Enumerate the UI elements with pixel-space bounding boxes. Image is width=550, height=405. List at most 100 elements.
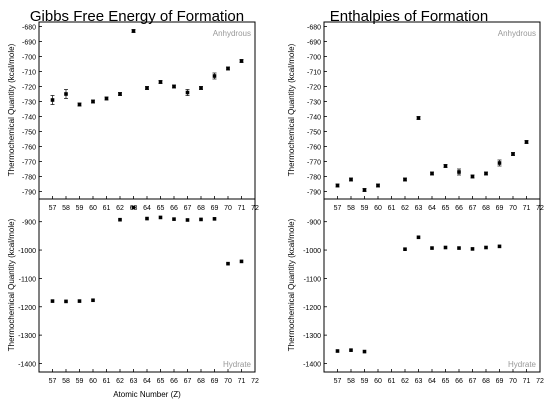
data-point [64,299,68,304]
x-tick-label: 66 [455,378,463,385]
y-tick-label: -1400 [303,361,321,368]
x-tick-label: 69 [496,205,504,212]
y-tick-label: -730 [307,100,321,107]
x-tick-label: 62 [401,378,409,385]
gibbs-title: Gibbs Free Energy of Formation [30,8,244,25]
gibbs-anhydrous-y-axis-label: Thermochemical Quantity (kcal/mole) [7,43,16,176]
panel-enthalpy-anhydrous: -790 -780 -770 -760 -750 -740 -730 -720 -710 -700… [307,25,544,213]
y-tick-label: -1300 [303,333,321,340]
data-point [497,161,502,165]
y-tick-label: -1000 [18,248,36,255]
x-tick-label: 60 [374,378,382,385]
y-tick-label: -790 [307,190,321,197]
x-tick-label: 71 [238,378,246,385]
y-tick-label: -780 [307,175,321,182]
data-point [172,217,176,221]
x-tick-label: 71 [238,205,246,212]
data-point [199,86,203,90]
x-axis-label: Atomic Number (Z) [113,390,181,399]
x-tick-label: 58 [347,378,355,385]
x-tick-label: 65 [442,378,450,385]
y-tick-label: -770 [22,160,36,167]
x-tick-label: 68 [197,378,205,385]
y-tick-label: -1100 [19,276,36,283]
x-tick-label: 59 [76,378,84,385]
data-point [226,261,230,266]
y-tick-label: -710 [22,70,36,77]
gibbs-anhydrous-annotation: Anhydrous [213,29,251,38]
enthalpy-hydrate-annotation: Hydrate [508,360,537,369]
y-tick-label: -710 [307,70,321,77]
data-point [131,29,136,33]
y-tick-label: -900 [22,220,36,227]
panel-gibbs-anhydrous: -790 -780 -770 -760 -750 -740 -730 -720 -710 -700… [22,25,259,213]
data-point [443,164,448,168]
data-point [443,245,448,250]
x-tick-label: 71 [523,205,531,212]
x-tick-label: 57 [49,205,57,212]
data-point [335,349,340,353]
x-tick-label: 63 [415,378,423,385]
data-point [430,171,434,176]
y-tick-label: -780 [22,175,36,182]
data-point [77,299,82,303]
y-tick-label: -760 [307,145,321,152]
data-point [118,217,122,222]
x-tick-label: 66 [170,205,178,212]
x-tick-label: 58 [347,205,355,212]
x-tick-label: 70 [509,378,517,385]
x-tick-label: 70 [224,378,232,385]
x-tick-label: 58 [62,205,70,212]
y-tick-label: -730 [22,100,36,107]
x-tick-label: 59 [76,205,84,212]
x-tick-label: 70 [224,205,232,212]
y-tick-label: -770 [307,160,321,167]
x-tick-label: 59 [361,378,369,385]
data-point [416,116,421,120]
y-tick-label: -1200 [303,305,321,312]
enthalpy-anhydrous-annotation: Anhydrous [498,29,536,38]
y-tick-label: -790 [22,190,36,197]
x-tick-label: 72 [251,205,259,212]
y-tick-label: -750 [307,130,321,137]
data-point [524,140,529,144]
data-point [131,205,136,210]
data-point [91,99,95,104]
panel-enthalpy-hydrate: -1400 -1300 -1200 -1100 -1000 -900 57 58 59 60 61 6… [303,220,544,385]
data-point [497,244,502,249]
x-tick-label: 67 [184,378,192,385]
panel-gibbs-hydrate-frame [38,198,256,373]
data-point [91,298,95,303]
x-tick-label: 64 [143,378,151,385]
data-point [50,299,55,303]
data-point [104,96,109,101]
x-tick-label: 60 [89,378,97,385]
y-tick-label: -1000 [303,248,321,255]
y-tick-label: -720 [307,85,321,92]
data-point [403,177,407,182]
data-point [376,183,380,188]
data-point [335,183,340,188]
data-point [158,215,163,220]
data-point [239,259,244,264]
x-tick-label: 68 [482,378,490,385]
x-tick-label: 62 [116,205,124,212]
x-tick-label: 68 [197,205,205,212]
x-tick-label: 72 [536,378,544,385]
enthalpy-anhydrous-y-axis-label: Thermochemical Quantity (kcal/mole) [287,43,296,176]
x-tick-label: 61 [103,378,111,385]
x-tick-label: 62 [401,205,409,212]
data-point [50,98,55,102]
gibbs-hydrate-y-axis-label: Thermochemical Quantity (kcal/mole) [7,218,16,351]
y-tick-label: -740 [307,115,321,122]
data-point [199,217,203,222]
enthalpy-title: Enthalpies of Formation [330,8,488,25]
x-tick-label: 72 [251,378,259,385]
data-point [145,216,149,221]
x-tick-label: 61 [103,205,111,212]
x-tick-label: 61 [388,205,396,212]
x-tick-label: 71 [523,378,531,385]
data-point [118,92,122,96]
gibbs-hydrate-annotation: Hydrate [223,360,252,369]
y-tick-label: -680 [307,25,321,32]
